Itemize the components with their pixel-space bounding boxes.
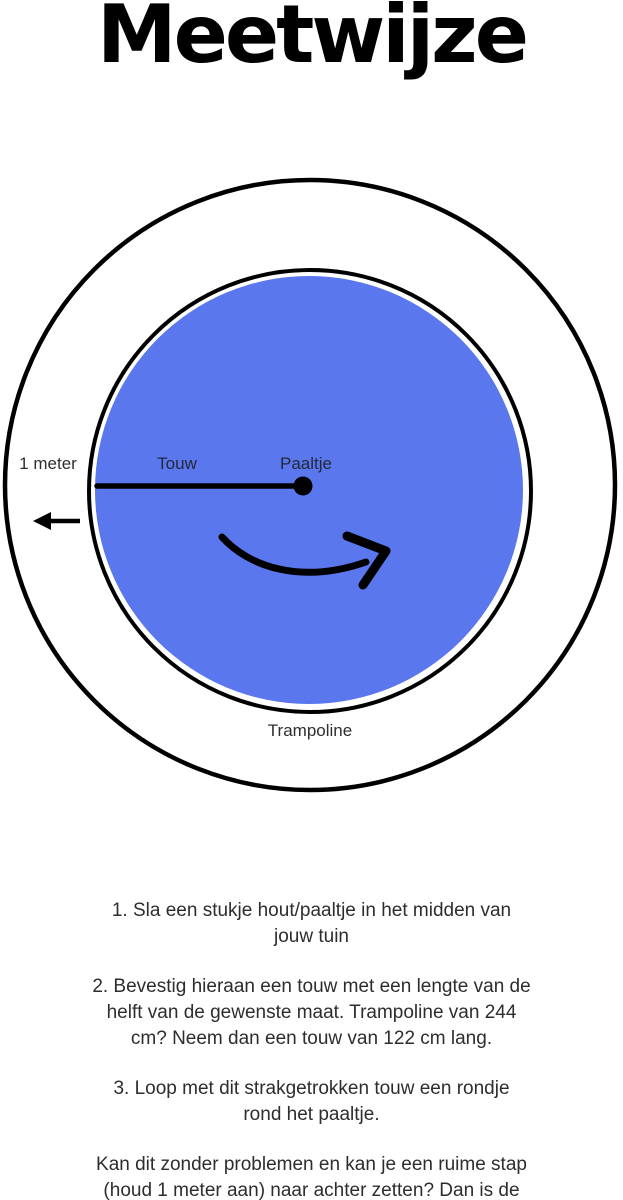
one-meter-label: 1 meter xyxy=(19,454,77,473)
instruction-line: 1. Sla een stukje hout/paaltje in het mi… xyxy=(111,900,512,921)
instruction-line: cm? Neem dan een touw van 122 cm lang. xyxy=(130,1028,493,1049)
curved-rotation-arrow-icon xyxy=(218,531,391,590)
instruction-line: (houd 1 meter aan) naar achter zetten? D… xyxy=(103,1180,520,1200)
page-title: Meetwijze xyxy=(97,0,529,81)
instructions-text: 1. Sla een stukje hout/paaltje in het mi… xyxy=(0,874,623,1200)
instruction-line: rond het paaltje. xyxy=(243,1104,380,1125)
touw-label: Touw xyxy=(157,454,197,473)
instruction-line: helft van de gewenste maat. Trampoline v… xyxy=(106,1002,517,1023)
instruction-line: Kan dit zonder problemen en kan je een r… xyxy=(96,1154,527,1175)
paaltje-label: Paaltje xyxy=(280,454,332,473)
instruction-line: 3. Loop met dit strakgetrokken touw een … xyxy=(113,1078,510,1099)
instruction-line: jouw tuin xyxy=(274,926,349,947)
trampoline-label: Trampoline xyxy=(267,721,353,740)
paaltje-dot xyxy=(293,476,313,496)
instruction-line: 2. Bevestig hieraan een touw met een len… xyxy=(92,976,531,997)
left-arrow-icon xyxy=(33,512,80,530)
